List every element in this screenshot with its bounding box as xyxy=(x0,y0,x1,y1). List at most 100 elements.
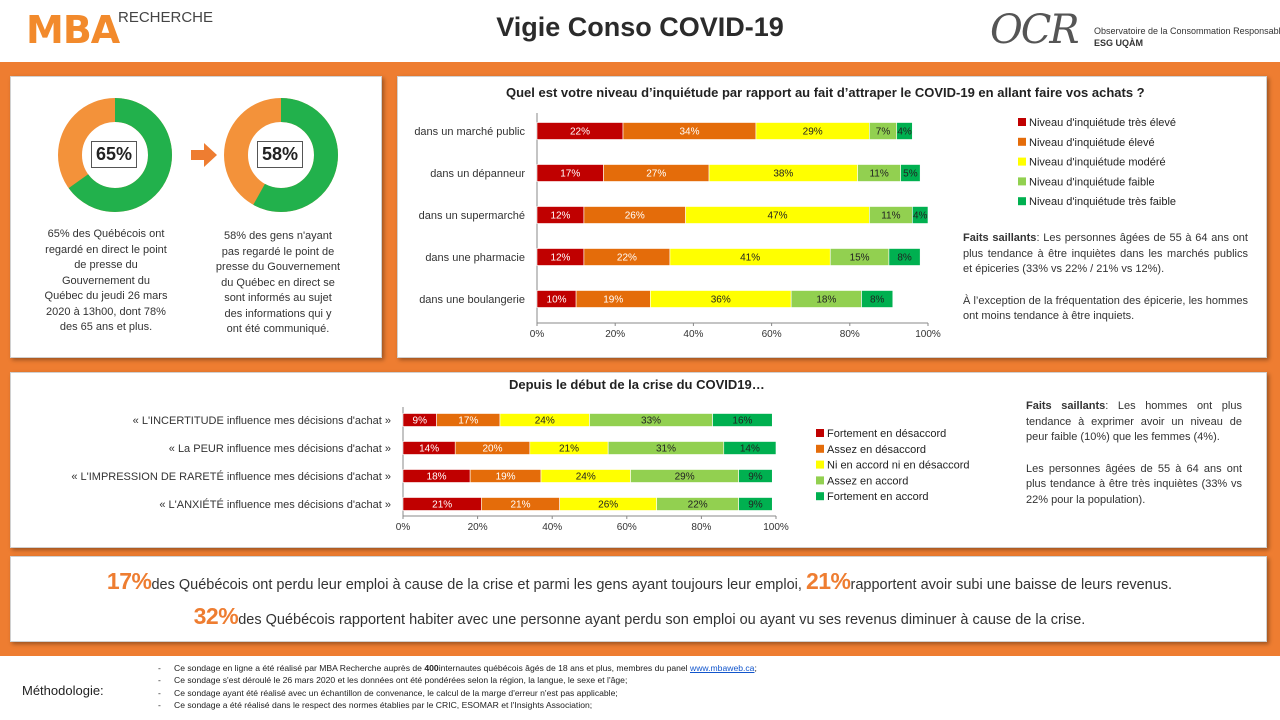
bar-data-label: 26% xyxy=(598,500,618,511)
category-label: « L'ANXIÉTÉ influence mes décisions d'ac… xyxy=(159,498,391,511)
legend-label: Niveau d'inquiétude élevé xyxy=(1029,137,1155,149)
influence-stacked-bar-chart: 0% 20% 40% 60% 80% 100% « L'INCERTITUDE influe… xyxy=(71,407,969,533)
caption-line: pas regardé le point de xyxy=(221,245,335,258)
chart1-title: Quel est votre niveau d’inquiétude par r… xyxy=(506,85,1145,100)
bar-data-label: 17% xyxy=(560,169,580,180)
bar-segment xyxy=(723,441,777,455)
bar-segment xyxy=(896,122,913,140)
chart1-highlights: Faits saillants: Les personnes âgées de … xyxy=(963,231,1248,325)
donut-1-value: 65% xyxy=(91,141,138,168)
bar-data-label: 19% xyxy=(603,295,623,306)
bar-data-label: 19% xyxy=(496,472,516,483)
ocr-logo[interactable]: OCR Observatoire de la Consommation Resp… xyxy=(990,6,1280,54)
methodology-item: Ce sondage ayant été réalisé avec un éch… xyxy=(158,687,1258,700)
legend-swatch xyxy=(816,492,824,501)
bar-data-label: 38% xyxy=(773,169,793,180)
x-tick-label: 0% xyxy=(396,522,411,533)
legend-label: Assez en désaccord xyxy=(827,444,926,456)
bar-data-label: 4% xyxy=(897,127,912,138)
category-label: dans un marché public xyxy=(414,126,525,138)
bar-data-label: 27% xyxy=(646,169,666,180)
category-label: « L'INCERTITUDE influence mes décisions … xyxy=(133,415,391,427)
legend-swatch xyxy=(816,429,824,437)
caption-line: Québec du jeudi 26 mars xyxy=(44,290,168,302)
bar-segment xyxy=(888,248,921,266)
mbaweb-link[interactable]: www.mbaweb.ca xyxy=(689,663,755,673)
ocr-logo-line2: ESG UQÀM xyxy=(1094,38,1144,48)
legend-swatch xyxy=(1018,157,1026,166)
methodology-item: Ce sondage s'est déroulé le 26 mars 2020… xyxy=(158,674,1258,687)
bar-segment xyxy=(738,469,773,483)
chart1-highlights-p2: À l’exception de la fréquentation des ép… xyxy=(963,294,1248,323)
category-label: « La PEUR influence mes décisions d'acha… xyxy=(169,443,391,455)
caption-line: Gouvernement du xyxy=(61,274,151,287)
donut-1-caption: 65% des Québécois ont regardé en direct l… xyxy=(31,227,181,336)
stat-household-number: 32% xyxy=(193,603,239,629)
bar-data-label: 15% xyxy=(850,253,870,264)
stat-job-loss-number: 17% xyxy=(106,568,152,594)
x-tick-label: 40% xyxy=(683,329,703,340)
bar-segment xyxy=(900,164,921,182)
donut-chart-1-svg xyxy=(58,98,172,212)
ocr-logo-text: OCR xyxy=(990,7,1080,53)
donut-value-arc xyxy=(58,98,172,212)
bar-data-label: 31% xyxy=(656,444,676,455)
bar-data-label: 21% xyxy=(510,500,530,511)
legend-swatch xyxy=(816,460,824,469)
key-stats-panel: 17%des Québécois ont perdu leur emploi à… xyxy=(10,556,1267,642)
donut-chart-2: 58% xyxy=(223,97,339,213)
bar-data-label: 26% xyxy=(625,211,645,222)
chart2-highlights-p1: : Les hommes ont plus tendance à exprime… xyxy=(1026,400,1242,443)
chart1-highlights-p1: : Les personnes âgées de 55 à 64 ans ont… xyxy=(963,232,1248,275)
donut-value-arc xyxy=(224,98,338,212)
bar-data-label: 9% xyxy=(748,500,763,511)
legend-label: Fortement en accord xyxy=(827,491,929,503)
bar-data-label: 20% xyxy=(483,444,503,455)
stat-income-drop-number: 21% xyxy=(805,568,851,594)
x-tick-label: 60% xyxy=(617,522,637,533)
donut-2-value: 58% xyxy=(257,141,304,168)
legend-label: Assez en accord xyxy=(827,475,908,487)
category-label: dans un dépanneur xyxy=(430,168,525,180)
bar-data-label: 5% xyxy=(903,169,918,180)
page-title: Vigie Conso COVID-19 xyxy=(496,12,784,42)
bar-data-label: 8% xyxy=(897,253,912,264)
methodology-item: Ce sondage en ligne a été réalisé par MB… xyxy=(158,662,1258,675)
caption-line: du Québec en direct se xyxy=(221,276,335,289)
worry-chart-panel: Quel est votre niveau d’inquiétude par r… xyxy=(397,76,1267,358)
legend-swatch xyxy=(816,476,824,485)
caption-line: regardé en direct le point xyxy=(45,243,167,256)
legend-label: Ni en accord ni en désaccord xyxy=(827,460,969,472)
x-tick-label: 80% xyxy=(840,329,860,340)
bar-data-label: 21% xyxy=(432,500,452,511)
bar-data-label: 34% xyxy=(679,127,699,138)
bar-data-label: 14% xyxy=(740,444,760,455)
bar-data-label: 14% xyxy=(419,444,439,455)
legend-swatch xyxy=(816,444,824,453)
donut-2-caption: 58% des gens n'ayant pas regardé le point… xyxy=(203,229,353,338)
bar-data-label: 7% xyxy=(876,127,891,138)
bar-data-label: 21% xyxy=(559,444,579,455)
bar-data-label: 4% xyxy=(913,211,928,222)
category-label: dans un supermarché xyxy=(419,210,525,222)
caption-line: des informations qui y xyxy=(224,307,332,320)
chart1-highlights-heading: Faits saillants xyxy=(963,232,1037,244)
bar-data-label: 29% xyxy=(803,127,823,138)
x-tick-label: 100% xyxy=(915,329,941,340)
methodology-item-1-end: ; xyxy=(754,663,757,673)
methodology-item: Ce sondage a été réalisé dans le respect… xyxy=(158,699,1258,712)
legend-swatch xyxy=(1018,197,1026,206)
mba-recherche-logo[interactable]: MBA RECHERCHE xyxy=(26,8,213,52)
bar-segment xyxy=(712,413,773,427)
stat-household-text: des Québécois rapportent habiter avec un… xyxy=(238,612,1086,628)
caption-line: sont informés au sujet xyxy=(224,292,332,304)
bar-data-label: 22% xyxy=(688,500,708,511)
bar-data-label: 17% xyxy=(458,416,478,427)
caption-line: ont été communiqué. xyxy=(226,323,330,335)
bar-data-label: 36% xyxy=(711,295,731,306)
bar-segment xyxy=(861,290,894,308)
chart2-highlights: Faits saillants: Les hommes ont plus ten… xyxy=(1026,399,1242,508)
bar-data-label: 24% xyxy=(576,472,596,483)
bar-data-label: 10% xyxy=(547,295,567,306)
x-tick-label: 20% xyxy=(605,329,625,340)
